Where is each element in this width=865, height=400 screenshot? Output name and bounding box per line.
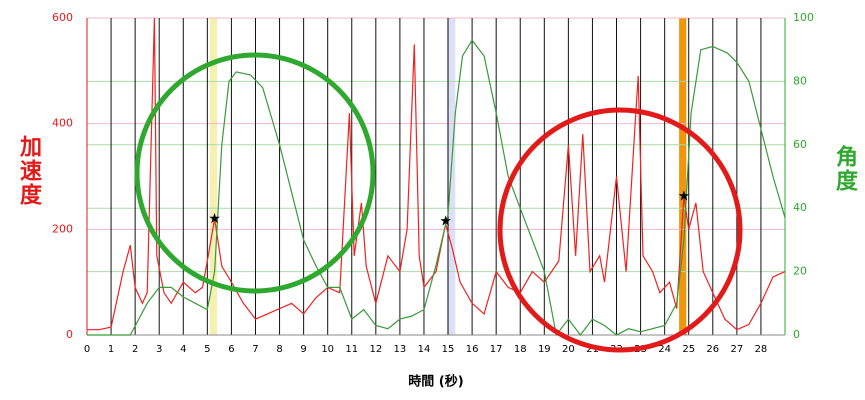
x-tick-label: 15: [442, 344, 455, 355]
x-tick-label: 0: [84, 344, 90, 355]
x-tick-label: 6: [228, 344, 234, 355]
x-tick-label: 10: [321, 344, 334, 355]
x-tick-label: 2: [132, 344, 138, 355]
x-tick-label: 16: [466, 344, 479, 355]
annotation-circle: [134, 52, 376, 294]
x-tick-label: 8: [276, 344, 282, 355]
x-tick-label: 28: [755, 344, 768, 355]
x-tick-label: 25: [682, 344, 695, 355]
x-tick-label: 18: [514, 344, 527, 355]
y-tick-label: 400: [52, 117, 73, 130]
x-tick-label: 1: [108, 344, 114, 355]
y2-tick-label: 20: [793, 265, 807, 278]
series-line: [87, 39, 786, 337]
x-tick-label: 21: [586, 344, 599, 355]
highlight-band: [679, 18, 687, 335]
x-tick-label: 3: [156, 344, 162, 355]
x-tick-label: 4: [180, 344, 186, 355]
x-tick-label: 14: [418, 344, 431, 355]
y2-tick-label: 0: [793, 328, 800, 341]
series-line: [87, 17, 786, 331]
star-marker: ★: [208, 211, 221, 227]
x-tick-label: 13: [394, 344, 407, 355]
y-axis-label: 加速度: [16, 135, 41, 207]
y-tick-label: 600: [52, 11, 73, 24]
x-tick-label: 27: [730, 344, 743, 355]
x-axis-label: 時間 (秒): [408, 374, 463, 390]
annotation-circle: [497, 107, 743, 353]
y2-axis-label: 角度: [832, 145, 857, 193]
x-tick-label: 12: [369, 344, 382, 355]
x-tick-label: 26: [706, 344, 719, 355]
y-tick-label: 200: [52, 222, 73, 235]
x-tick-label: 9: [300, 344, 306, 355]
star-marker: ★: [439, 213, 452, 229]
x-tick-label: 24: [658, 344, 671, 355]
x-tick-label: 7: [252, 344, 258, 355]
y2-tick-label: 100: [793, 11, 814, 24]
x-tick-label: 5: [204, 344, 210, 355]
y2-tick-label: 80: [793, 74, 807, 87]
y2-tick-label: 60: [793, 138, 807, 151]
x-tick-label: 11: [345, 344, 358, 355]
x-tick-label: 19: [538, 344, 551, 355]
x-tick-label: 17: [490, 344, 503, 355]
star-marker: ★: [678, 189, 691, 205]
highlight-band: [209, 18, 217, 335]
y2-tick-label: 40: [793, 201, 807, 214]
x-tick-label: 20: [562, 344, 575, 355]
y-tick-label: 0: [66, 328, 73, 341]
